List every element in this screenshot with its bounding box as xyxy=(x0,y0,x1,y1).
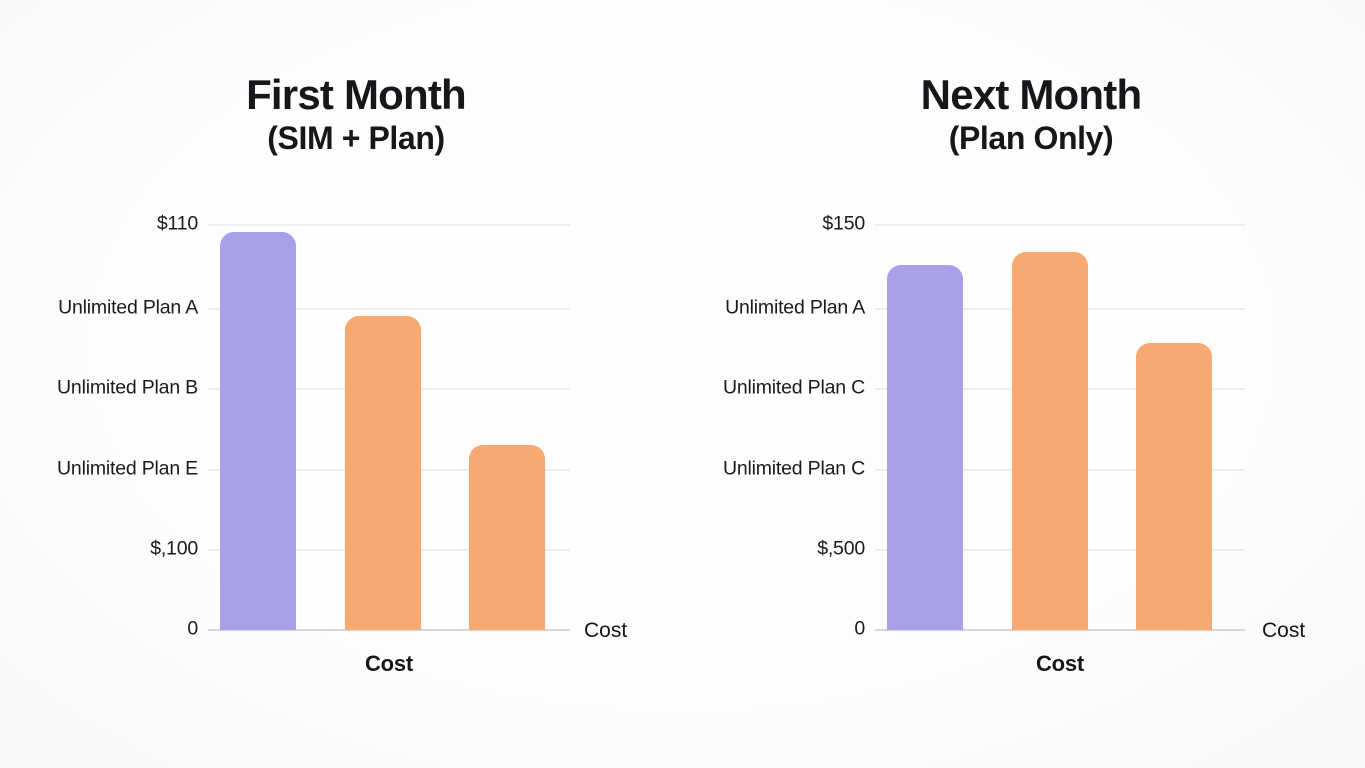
bar-bar-1 xyxy=(887,265,963,630)
bar-bar-2 xyxy=(1012,252,1088,630)
bar-bar-3 xyxy=(469,445,545,630)
gridline-stroke xyxy=(208,224,570,226)
chart-subtitle: (SIM + Plan) xyxy=(267,120,445,157)
y-tick-label: Unlimited Plan A xyxy=(58,296,198,319)
chart-title: First Month xyxy=(246,71,467,118)
gridline-stroke xyxy=(208,308,570,310)
y-tick-label: Unlimited Plan A xyxy=(725,296,865,319)
bar-bar-1 xyxy=(220,232,296,630)
y-tick-label: 0 xyxy=(854,617,865,640)
x-axis-end-label: Cost xyxy=(584,619,628,642)
y-tick-label: $150 xyxy=(822,212,865,235)
y-tick-label: $,500 xyxy=(817,537,865,560)
y-tick-label: $110 xyxy=(156,212,198,235)
bar-bar-2 xyxy=(345,316,421,630)
gridline-stroke xyxy=(875,224,1245,226)
y-tick-label: Unlimited Plan B xyxy=(57,376,198,399)
chart-title-block: Next Month (Plan Only) xyxy=(811,71,1251,158)
plot-area: $110 Unlimited Plan A Unlimited Plan B Unli… xyxy=(57,213,570,640)
chart-subtitle: (Plan Only) xyxy=(948,120,1114,157)
x-axis-title: Cost xyxy=(1035,651,1085,676)
bar-bar-3 xyxy=(1136,343,1212,630)
gridline-stroke xyxy=(875,629,1245,631)
y-tick-label: $,100 xyxy=(150,537,198,560)
gridline-stroke xyxy=(208,629,570,631)
y-tick-label: Unlimited Plan C xyxy=(722,457,865,480)
plot-area: $150 Unlimited Plan A Unlimited Plan C Unli… xyxy=(723,213,1245,640)
x-axis-end-label: Cost xyxy=(1262,619,1306,642)
chart-title-block: First Month (SIM + Plan) xyxy=(136,71,576,158)
y-tick-label: Unlimited Plan C xyxy=(722,376,865,399)
x-axis-title: Cost xyxy=(364,651,414,676)
y-tick-label: 0 xyxy=(187,617,198,640)
chart-title: Next Month xyxy=(920,71,1142,118)
y-tick-label: Unlimited Plan E xyxy=(57,457,198,480)
